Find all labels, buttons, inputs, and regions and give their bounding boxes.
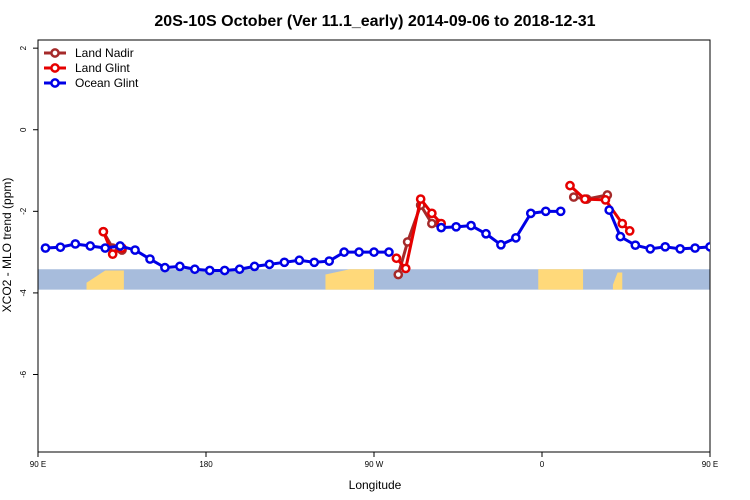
ocean-glint-point bbox=[604, 205, 615, 215]
ocean-glint-point bbox=[160, 262, 170, 273]
land-glint-point bbox=[400, 263, 411, 274]
y-tick-label-2: -2 bbox=[19, 207, 28, 215]
y-tick-label-1: 0 bbox=[19, 127, 28, 132]
ocean-glint-point bbox=[189, 264, 200, 275]
ocean-glint-point bbox=[85, 241, 96, 251]
land-glint-point bbox=[580, 194, 590, 204]
plot-frame bbox=[37, 39, 711, 453]
x-tick-label-1: 180 bbox=[199, 460, 213, 469]
legend-marker-land-glint bbox=[50, 63, 60, 73]
x-tick-label-4: 90 E bbox=[702, 460, 718, 469]
land-glint-point bbox=[98, 226, 109, 237]
ocean-glint-point bbox=[309, 257, 320, 268]
y-tick-label-3: -4 bbox=[19, 289, 28, 297]
ocean-glint-point bbox=[451, 221, 461, 232]
land-mass-2 bbox=[538, 269, 584, 290]
ocean-glint-line-0 bbox=[45, 242, 389, 272]
x-tick-label-3: 0 bbox=[540, 460, 545, 469]
x-axis-label: Longitude bbox=[349, 478, 402, 492]
ocean-glint-point bbox=[615, 231, 626, 242]
y-axis-label: XCO2 - MLO trend (ppm) bbox=[0, 178, 14, 313]
ocean-glint-point bbox=[645, 244, 656, 254]
legend-label-land-nadir: Land Nadir bbox=[75, 46, 134, 60]
ocean-glint-point bbox=[145, 254, 155, 264]
land-glint-point bbox=[415, 194, 426, 204]
land-glint-point bbox=[565, 180, 575, 191]
land-glint-point bbox=[107, 249, 118, 260]
ocean-glint-point bbox=[130, 245, 140, 255]
ocean-glint-point bbox=[70, 239, 81, 249]
ocean-glint-point bbox=[436, 222, 447, 233]
ocean-glint-point bbox=[630, 240, 641, 251]
ocean-glint-point bbox=[339, 247, 349, 257]
land-glint-point bbox=[600, 195, 611, 205]
ocean-glint-point bbox=[511, 232, 521, 243]
ocean-glint-point bbox=[175, 261, 185, 272]
ocean-glint-point bbox=[690, 243, 700, 253]
ocean-glint-point bbox=[525, 208, 536, 219]
ocean-glint-point bbox=[481, 228, 491, 239]
y-tick-label-0: 2 bbox=[19, 45, 28, 50]
y-tick-label-4: -6 bbox=[19, 370, 28, 378]
ocean-glint-point bbox=[204, 265, 215, 276]
ocean-glint-point bbox=[219, 265, 230, 276]
legend-label-ocean-glint: Ocean Glint bbox=[75, 76, 139, 90]
ocean-glint-point bbox=[384, 247, 394, 257]
land-mass-3 bbox=[612, 272, 623, 290]
ocean-glint-point bbox=[324, 256, 335, 266]
land-nadir-point bbox=[427, 218, 437, 229]
ocean-glint-point bbox=[369, 247, 379, 257]
land-nadir-point bbox=[568, 192, 579, 202]
series-group bbox=[40, 180, 743, 280]
legend-label-land-glint: Land Glint bbox=[75, 61, 130, 75]
land-mass-1 bbox=[325, 269, 374, 290]
ocean-glint-point bbox=[660, 241, 671, 252]
legend-marker-land-nadir bbox=[50, 48, 60, 58]
ocean-glint-point bbox=[496, 239, 506, 250]
ocean-glint-point bbox=[55, 242, 66, 253]
ocean-glint-point bbox=[115, 241, 125, 251]
ocean-glint-point bbox=[705, 241, 710, 252]
ocean-glint-point bbox=[264, 259, 275, 270]
land-glint-point bbox=[391, 253, 402, 264]
ocean-glint-point bbox=[100, 243, 111, 253]
x-tick-label-2: 90 W bbox=[365, 460, 384, 469]
ocean-glint-point bbox=[736, 240, 743, 247]
ocean-glint-point bbox=[466, 220, 476, 231]
ocean-glint-point bbox=[555, 206, 566, 217]
land-mass-0 bbox=[86, 270, 124, 290]
land-glint-point bbox=[617, 218, 628, 229]
ocean-glint-point bbox=[354, 247, 364, 257]
legend-marker-ocean-glint bbox=[50, 78, 60, 88]
ocean-glint-point bbox=[721, 240, 728, 247]
ocean-glint-point bbox=[294, 255, 305, 266]
land-glint-point bbox=[624, 226, 635, 236]
ocean-glint-point bbox=[279, 257, 290, 268]
ocean-glint-point bbox=[234, 264, 245, 275]
ocean-glint-point bbox=[249, 261, 260, 272]
land-glint-point bbox=[427, 208, 437, 219]
x-tick-label-0: 90 E bbox=[30, 460, 46, 469]
ocean-glint-point bbox=[40, 243, 51, 253]
ocean-glint-point bbox=[540, 206, 551, 217]
chart-title: 20S-10S October (Ver 11.1_early) 2014-09… bbox=[154, 13, 595, 30]
ocean-glint-line-2 bbox=[607, 209, 710, 251]
land-nadir-point bbox=[393, 269, 404, 280]
ocean-glint-point bbox=[675, 244, 685, 254]
